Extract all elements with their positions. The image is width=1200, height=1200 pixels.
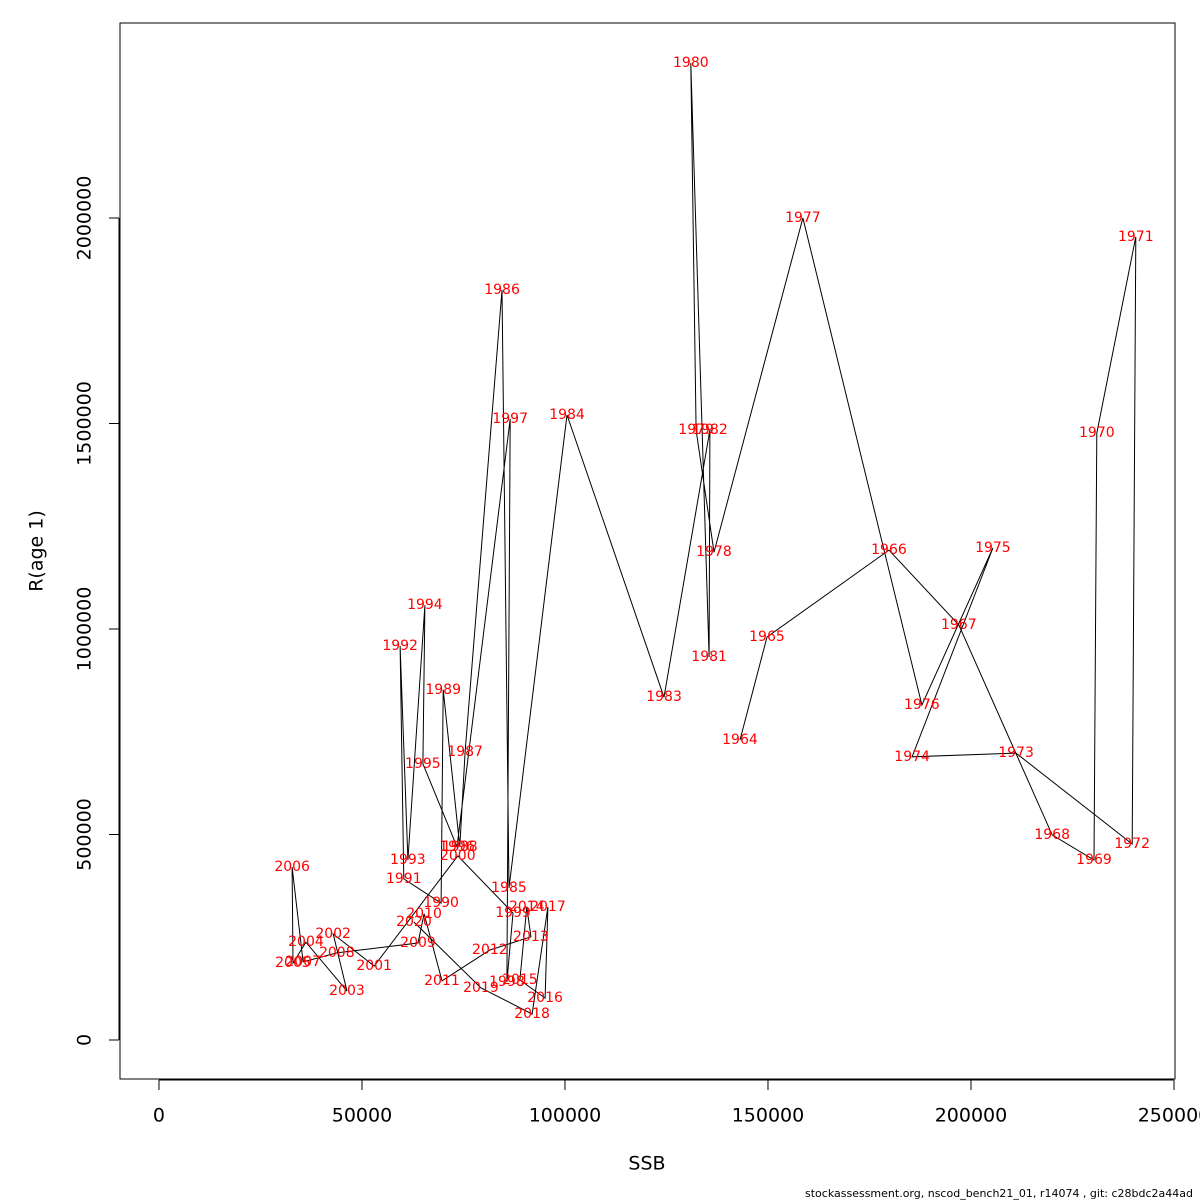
- year-label: 2009: [400, 935, 436, 951]
- year-label: 1982: [692, 422, 728, 438]
- year-label: 2015: [502, 972, 538, 988]
- year-label: 1988: [442, 839, 478, 855]
- year-label: 1986: [484, 282, 520, 298]
- year-label: 1970: [1079, 425, 1115, 441]
- footnote: stockassessment.org, nscod_bench21_01, r…: [805, 1187, 1193, 1200]
- year-label: 2004: [288, 934, 324, 950]
- year-label: 1990: [423, 895, 459, 911]
- year-label: 2007: [285, 954, 321, 970]
- year-label: 2006: [274, 859, 310, 875]
- year-label: 1983: [646, 689, 682, 705]
- year-label: 2014: [509, 899, 545, 915]
- year-label: 1995: [405, 756, 441, 772]
- year-label: 2000: [440, 848, 476, 864]
- year-label: 2020: [396, 914, 432, 930]
- year-label: 1966: [871, 542, 907, 558]
- trajectory-line: [291, 63, 1137, 1015]
- year-label: 1999: [495, 905, 531, 921]
- year-label: 2012: [472, 942, 508, 958]
- year-label: 2010: [406, 906, 442, 922]
- x-tick-label: 50000: [332, 1105, 392, 1127]
- year-label: 1997: [492, 411, 528, 427]
- year-label: 1969: [1076, 852, 1112, 868]
- year-label: 1984: [549, 407, 585, 423]
- year-label: 2018: [514, 1006, 550, 1022]
- year-label: 1993: [390, 852, 426, 868]
- year-label: 1964: [722, 732, 758, 748]
- year-label: 1973: [998, 745, 1034, 761]
- x-tick-label: 100000: [529, 1105, 602, 1127]
- year-label: 1971: [1118, 229, 1154, 245]
- year-label: 1975: [975, 540, 1011, 556]
- y-tick-label: 1000000: [74, 587, 96, 672]
- y-tick-label: 0: [74, 1034, 96, 1046]
- year-label: 2001: [356, 958, 392, 974]
- y-tick-label: 500000: [74, 798, 96, 871]
- year-label: 1972: [1114, 836, 1150, 852]
- year-label: 1981: [691, 649, 727, 665]
- year-label: 1976: [904, 697, 940, 713]
- year-label: 1994: [407, 597, 443, 613]
- x-tick-label: 0: [153, 1105, 165, 1127]
- year-label: 1968: [1034, 827, 1070, 843]
- year-label: 1977: [785, 210, 821, 226]
- year-label: 1974: [894, 749, 930, 765]
- year-label: 1991: [386, 871, 422, 887]
- year-label: 1967: [941, 617, 977, 633]
- year-label: 2005: [275, 955, 311, 971]
- plot-box: [119, 22, 1176, 1080]
- year-label: 1987: [447, 744, 483, 760]
- x-tick-label: 150000: [732, 1105, 805, 1127]
- year-label: 2019: [463, 980, 499, 996]
- y-tick-label: 2000000: [74, 176, 96, 261]
- year-label: 1996: [439, 839, 475, 855]
- year-label: 2011: [424, 973, 460, 989]
- year-label: 2013: [513, 929, 549, 945]
- year-label: 2008: [319, 945, 355, 961]
- year-label: 2002: [315, 926, 351, 942]
- year-label: 1978: [696, 544, 732, 560]
- year-label: 1965: [749, 629, 785, 645]
- year-label: 1989: [425, 682, 461, 698]
- year-label: 2017: [530, 899, 566, 915]
- x-tick-label: 200000: [935, 1105, 1008, 1127]
- year-label: 2003: [329, 983, 365, 999]
- y-axis-label: R(age 1): [26, 510, 48, 592]
- x-axis-label: SSB: [628, 1153, 665, 1175]
- year-label: 1998: [489, 974, 525, 990]
- y-tick-label: 1500000: [74, 381, 96, 466]
- year-label: 2016: [527, 990, 563, 1006]
- year-label: 1980: [673, 55, 709, 71]
- year-label: 1992: [382, 638, 418, 654]
- year-label: 1979: [678, 422, 714, 438]
- year-label: 1985: [491, 880, 527, 896]
